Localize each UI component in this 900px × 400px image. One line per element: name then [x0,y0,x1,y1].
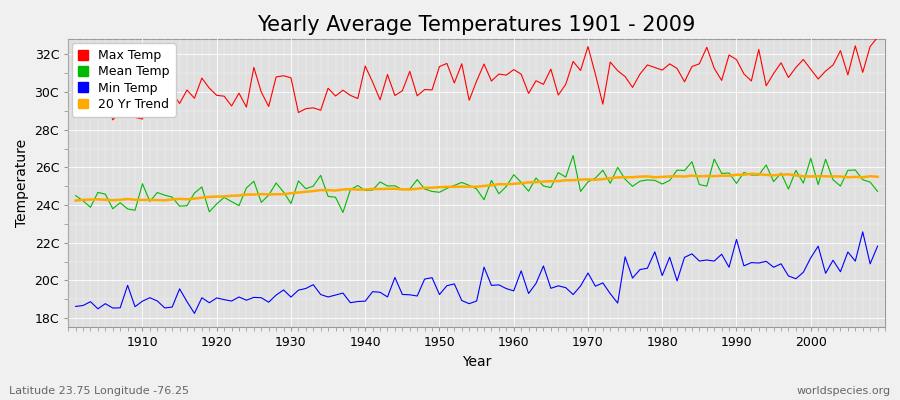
Text: Latitude 23.75 Longitude -76.25: Latitude 23.75 Longitude -76.25 [9,386,189,396]
Text: worldspecies.org: worldspecies.org [796,386,891,396]
Y-axis label: Temperature: Temperature [15,139,29,228]
Legend: Max Temp, Mean Temp, Min Temp, 20 Yr Trend: Max Temp, Mean Temp, Min Temp, 20 Yr Tre… [72,43,176,117]
X-axis label: Year: Year [462,355,491,369]
Title: Yearly Average Temperatures 1901 - 2009: Yearly Average Temperatures 1901 - 2009 [257,15,696,35]
